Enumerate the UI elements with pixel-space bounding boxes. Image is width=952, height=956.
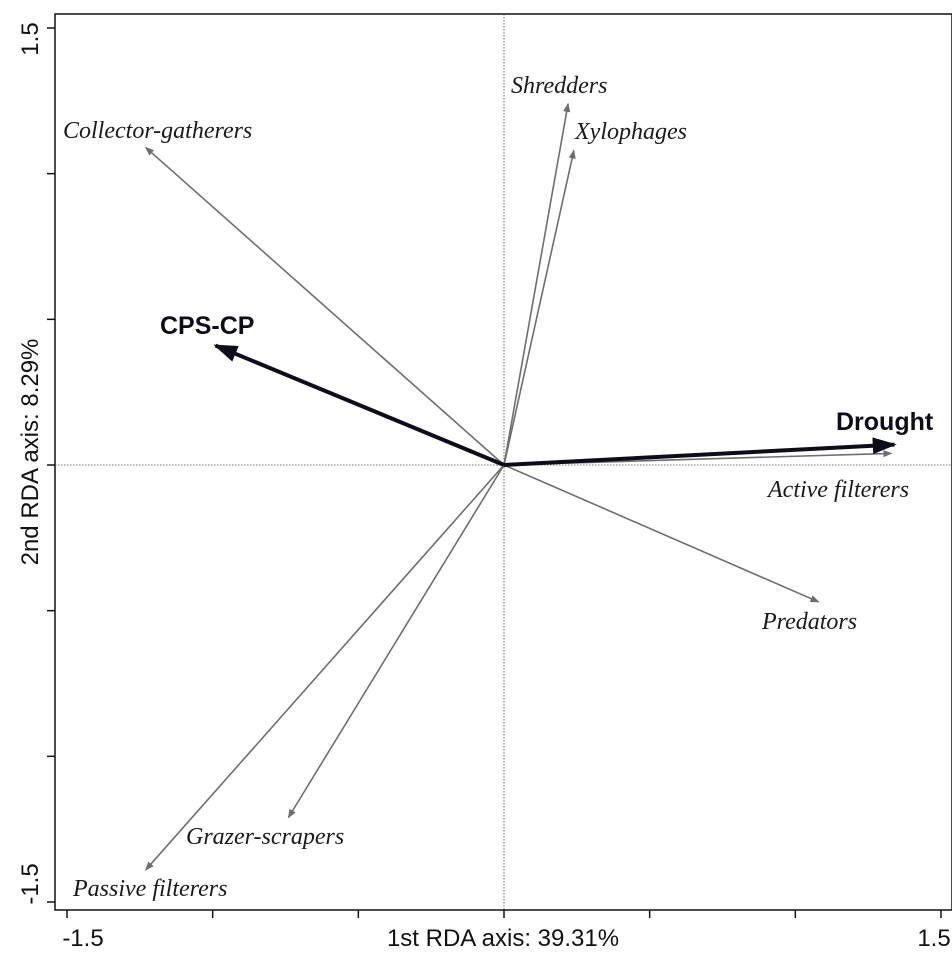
y-tick-label-max: 1.5 bbox=[17, 22, 44, 55]
env-arrow-drought bbox=[503, 437, 897, 467]
species-label-predators: Predators bbox=[761, 609, 857, 635]
x-axis-ticks bbox=[66, 910, 942, 918]
species-arrow-passive-filterers bbox=[145, 464, 505, 871]
species-label-active-filterers: Active filterers bbox=[766, 477, 909, 503]
env-arrow-cps-cp bbox=[213, 343, 505, 467]
env-label-cps-cp: CPS-CP bbox=[160, 312, 254, 340]
environmental-arrows bbox=[213, 343, 897, 467]
species-arrow-grazer-scrapers bbox=[287, 464, 505, 819]
species-label-grazer-scrapers: Grazer-scrapers bbox=[186, 824, 344, 850]
x-axis-title: 1st RDA axis: 39.31% bbox=[387, 925, 619, 952]
y-tick-label-min: -1.5 bbox=[17, 863, 44, 904]
species-arrow-predators bbox=[503, 464, 820, 603]
species-arrow-collector-gatherers bbox=[144, 146, 505, 466]
x-tick-label-min: -1.5 bbox=[62, 925, 103, 952]
species-label-passive-filterers: Passive filterers bbox=[72, 876, 227, 902]
species-arrow-shredders bbox=[503, 102, 571, 466]
x-tick-label-max: 1.5 bbox=[917, 925, 950, 952]
plot-frame bbox=[54, 13, 952, 911]
species-arrow-xylophages bbox=[503, 149, 576, 466]
y-axis-ticks bbox=[47, 27, 55, 903]
env-label-drought: Drought bbox=[836, 408, 934, 436]
species-label-shredders: Shredders bbox=[511, 73, 607, 99]
species-label-collector-gatherers: Collector-gatherers bbox=[63, 118, 252, 144]
species-label-xylophages: Xylophages bbox=[574, 119, 687, 145]
y-axis-title: 2nd RDA axis: 8.29% bbox=[17, 339, 44, 566]
